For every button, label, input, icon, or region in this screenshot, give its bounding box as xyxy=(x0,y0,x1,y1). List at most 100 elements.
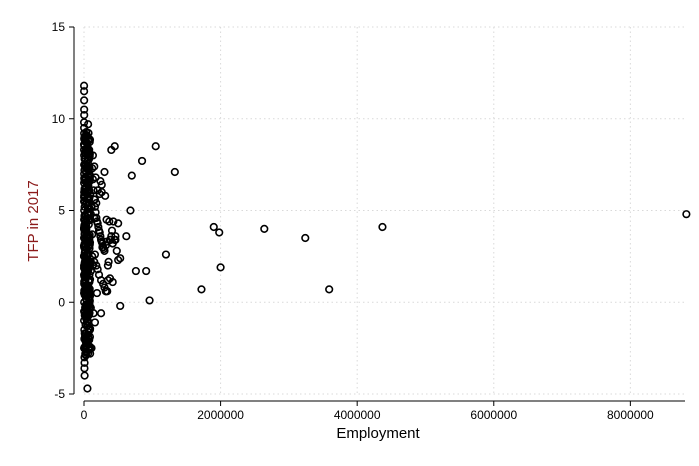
data-point xyxy=(325,285,334,294)
data-point xyxy=(114,219,123,228)
data-point xyxy=(122,232,131,241)
data-point xyxy=(94,222,103,232)
data-point xyxy=(89,186,98,195)
data-point xyxy=(101,241,110,250)
data-point xyxy=(142,266,151,276)
y-axis-title: TFP in 2017 xyxy=(25,180,42,261)
data-point xyxy=(80,105,89,114)
data-point xyxy=(103,276,113,285)
data-point xyxy=(216,263,225,272)
data-point xyxy=(87,344,96,353)
data-point xyxy=(90,195,100,204)
data-point xyxy=(80,334,89,344)
data-point xyxy=(80,243,89,252)
data-point xyxy=(85,270,94,279)
data-point xyxy=(86,349,95,358)
data-point xyxy=(108,277,117,287)
data-point xyxy=(92,213,101,222)
data-point xyxy=(100,167,109,177)
data-point xyxy=(170,167,179,177)
data-point xyxy=(80,193,89,202)
data-point xyxy=(301,233,310,243)
data-point xyxy=(80,96,89,105)
data-point xyxy=(114,255,123,265)
axes-layer: -5 0 5 10 15 0 2000000 4000000 6000000 8000000 xyxy=(52,20,685,422)
data-point xyxy=(80,133,89,142)
data-point xyxy=(96,177,105,186)
data-point xyxy=(80,142,89,151)
data-point xyxy=(116,301,125,311)
data-point xyxy=(88,230,97,239)
data-point xyxy=(91,208,100,217)
data-point xyxy=(103,261,113,270)
data-point xyxy=(80,221,89,230)
y-tick-label: 15 xyxy=(52,20,66,34)
data-point xyxy=(95,228,104,237)
points-layer xyxy=(79,81,691,393)
x-tick-label: 6000000 xyxy=(470,408,517,422)
data-point xyxy=(90,162,99,171)
data-point xyxy=(151,142,160,151)
data-point xyxy=(80,155,89,164)
data-point xyxy=(215,228,224,237)
data-point xyxy=(83,281,93,290)
dense-column-point xyxy=(80,311,89,320)
data-point xyxy=(79,197,89,206)
grid-layer xyxy=(83,26,685,395)
data-point xyxy=(79,233,89,243)
dense-column-point xyxy=(80,329,89,338)
data-point xyxy=(80,206,89,215)
data-point xyxy=(80,371,89,380)
data-point xyxy=(90,250,100,259)
data-point xyxy=(197,285,206,294)
data-point xyxy=(101,287,110,296)
data-point xyxy=(83,142,92,151)
data-point xyxy=(260,224,269,233)
data-point xyxy=(80,160,89,169)
data-point xyxy=(110,142,119,151)
data-point xyxy=(80,230,89,239)
data-point xyxy=(80,353,89,362)
x-tick-label: 2000000 xyxy=(197,408,244,422)
data-point xyxy=(116,254,125,263)
y-tick-label: 10 xyxy=(52,112,66,126)
data-point xyxy=(82,322,92,331)
data-point xyxy=(80,166,89,175)
x-axis-title: Employment xyxy=(336,425,420,442)
data-point xyxy=(109,217,118,226)
data-point xyxy=(96,309,106,318)
data-point xyxy=(80,239,89,248)
data-point xyxy=(90,318,100,327)
y-tick-label: -5 xyxy=(54,387,65,401)
data-point xyxy=(88,261,97,270)
data-point xyxy=(127,171,136,180)
data-point xyxy=(104,257,113,266)
data-point xyxy=(145,296,154,305)
data-point xyxy=(93,186,102,195)
data-point xyxy=(80,178,89,188)
data-point xyxy=(209,222,218,232)
data-point xyxy=(96,232,105,241)
data-point xyxy=(80,129,89,138)
data-point xyxy=(682,210,691,219)
x-tick-label: 8000000 xyxy=(607,408,654,422)
data-point xyxy=(80,87,89,96)
data-point xyxy=(112,246,121,255)
data-point xyxy=(88,151,97,160)
dense-column-point xyxy=(81,333,90,342)
data-point xyxy=(80,184,89,193)
data-point xyxy=(105,217,114,226)
y-tick-label: 5 xyxy=(58,204,65,218)
data-point xyxy=(87,202,96,211)
data-point xyxy=(80,248,89,257)
data-point xyxy=(83,384,92,393)
data-point xyxy=(161,250,171,259)
data-point xyxy=(126,206,135,215)
y-tick-label: 0 xyxy=(58,295,65,309)
data-point xyxy=(137,156,147,166)
data-point xyxy=(80,358,89,367)
data-point xyxy=(92,288,102,298)
data-point xyxy=(88,164,97,173)
